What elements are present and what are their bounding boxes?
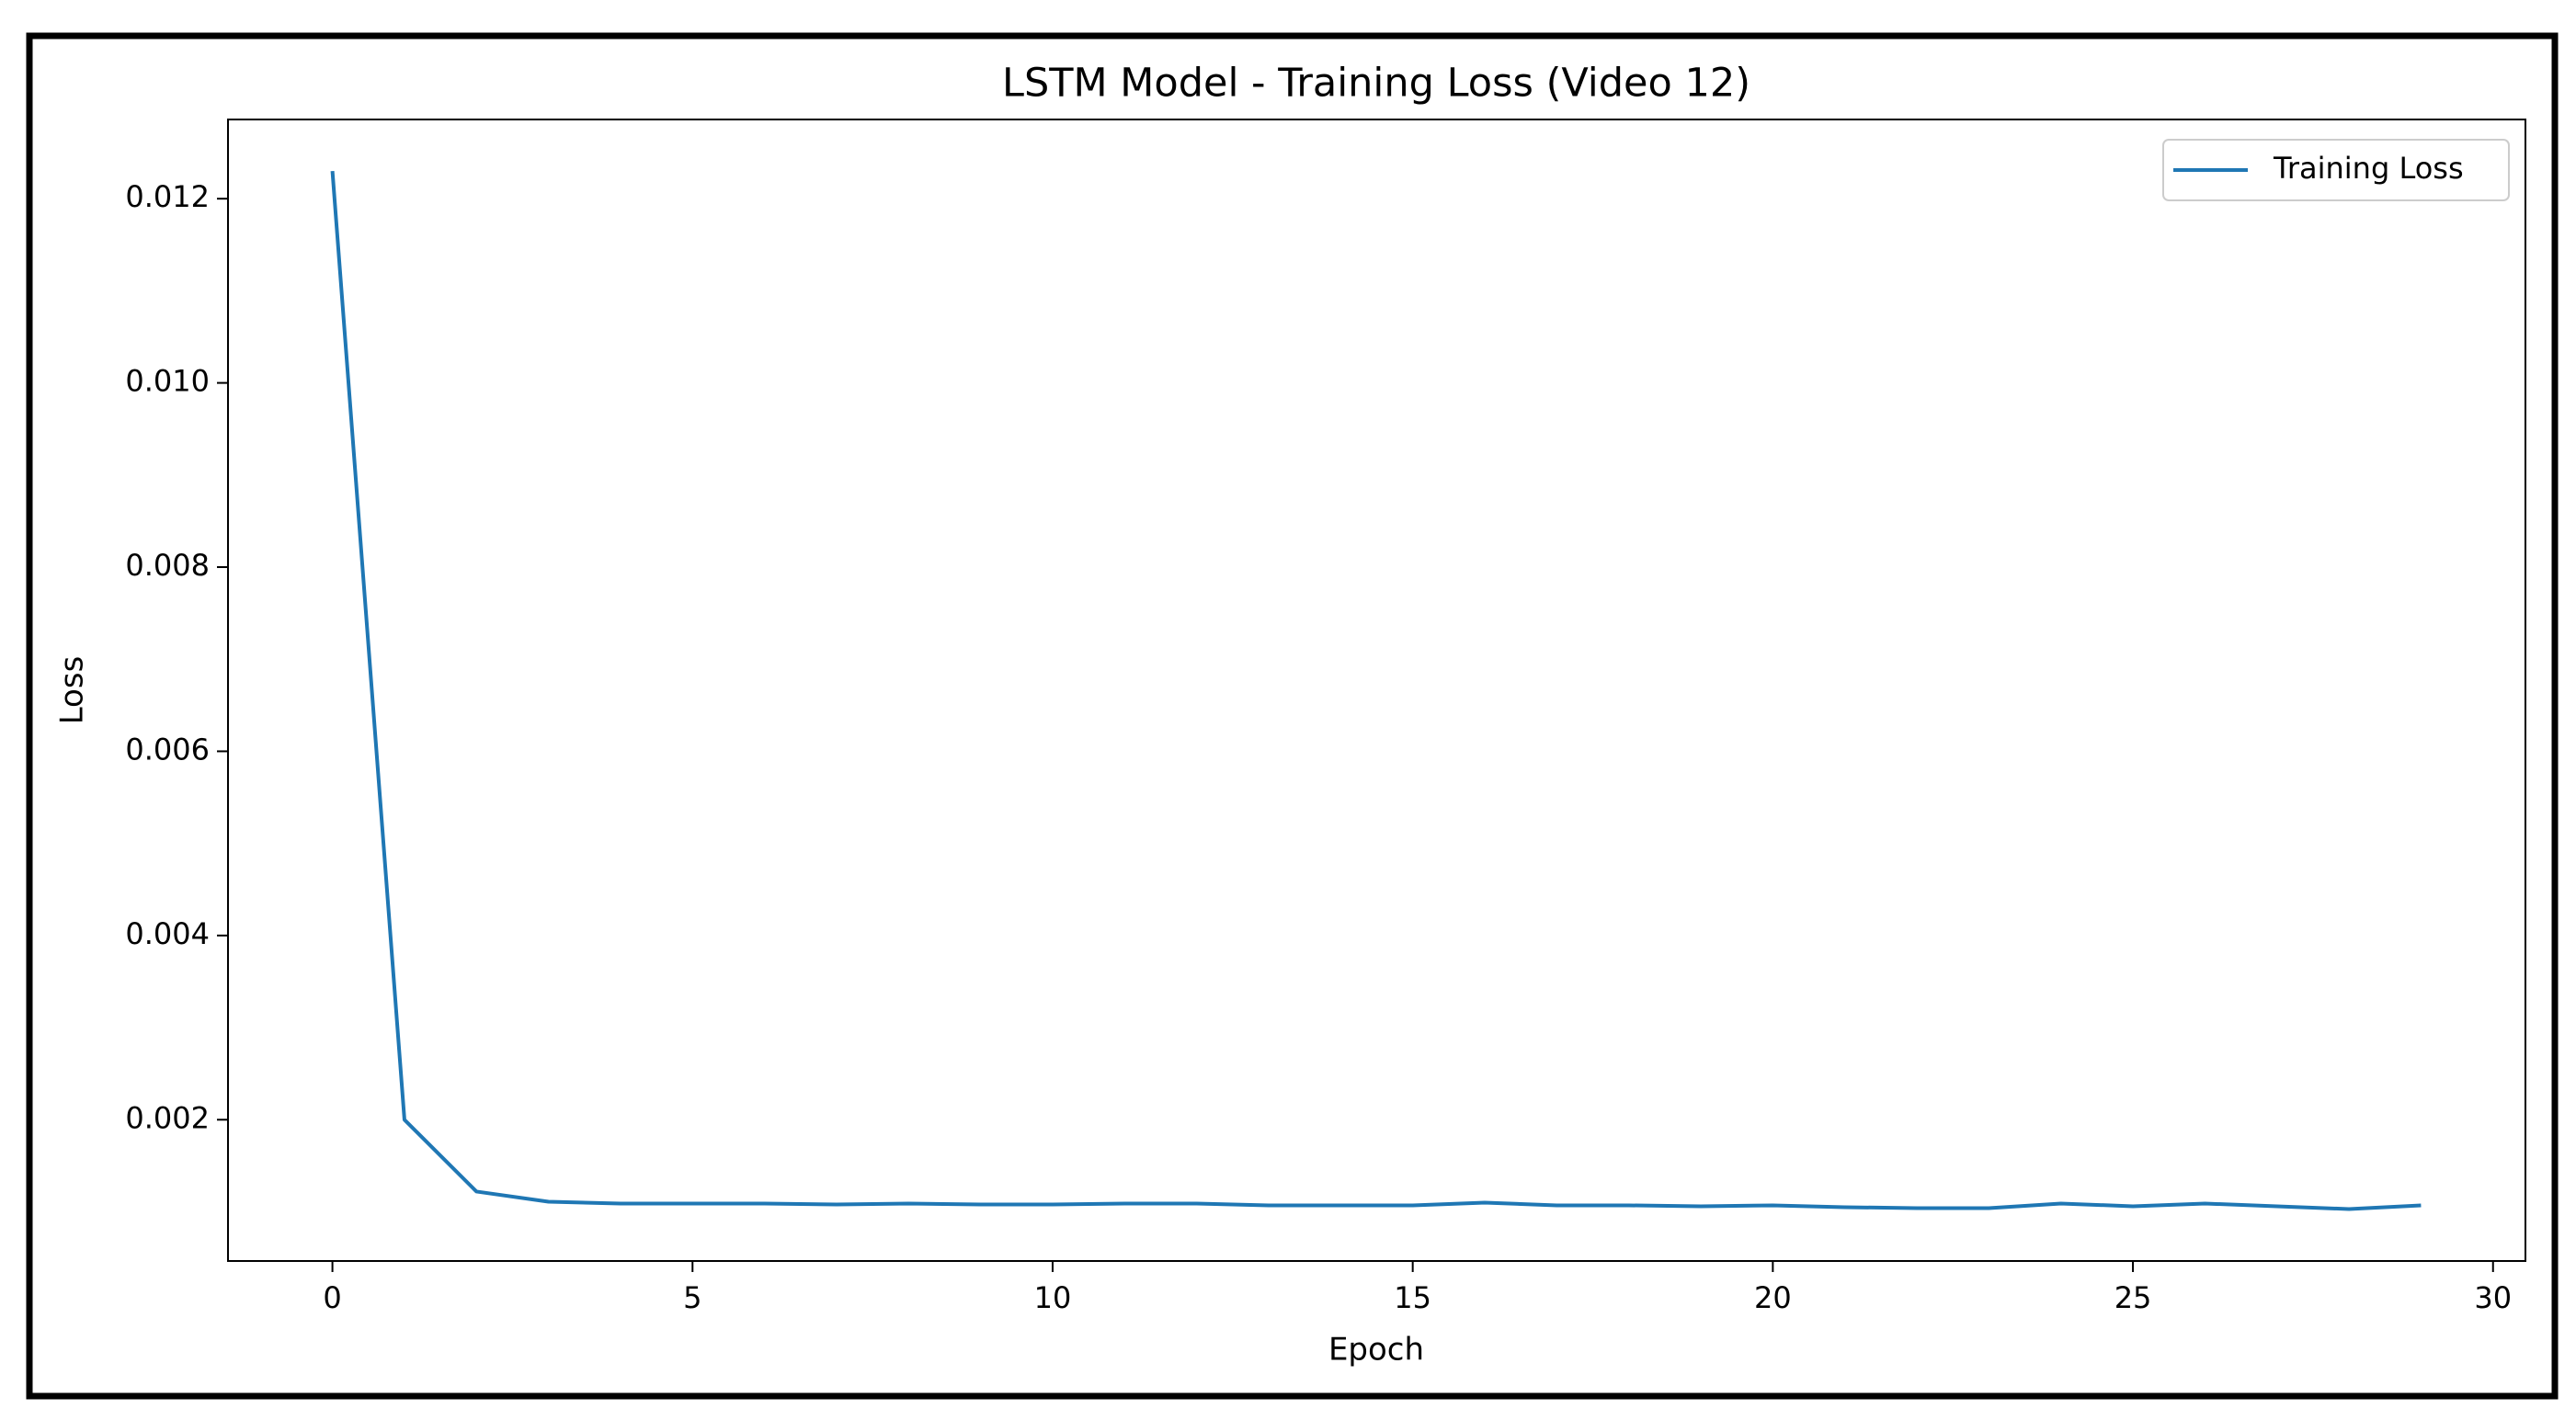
x-tick-label: 5 <box>683 1280 701 1315</box>
line <box>330 170 2422 1211</box>
y-tick-label: 0.006 <box>125 732 210 767</box>
y-tick-label: 0.002 <box>125 1100 210 1135</box>
x-tick-label: 10 <box>1034 1280 1072 1315</box>
y-tick-label: 0.008 <box>125 548 210 583</box>
chart-title: LSTM Model - Training Loss (Video 12) <box>1002 61 1750 107</box>
x-tick-label: 15 <box>1394 1280 1431 1315</box>
legend-box <box>2162 139 2510 201</box>
legend-label: Training Loss <box>2273 151 2464 186</box>
frame <box>26 32 2559 1400</box>
x-tick-label: 0 <box>323 1280 341 1315</box>
x-tick-label: 30 <box>2474 1280 2512 1315</box>
y-tick-label: 0.010 <box>125 364 210 399</box>
x-tick-label: 20 <box>1754 1280 1792 1315</box>
y-tick-label: 0.004 <box>125 916 210 951</box>
y-axis-label: Loss <box>54 656 91 725</box>
y-tick-label: 0.012 <box>125 179 210 214</box>
x-axis-label: Epoch <box>1328 1332 1424 1369</box>
x-tick-label: 25 <box>2114 1280 2152 1315</box>
plot-frame <box>227 119 2526 1262</box>
